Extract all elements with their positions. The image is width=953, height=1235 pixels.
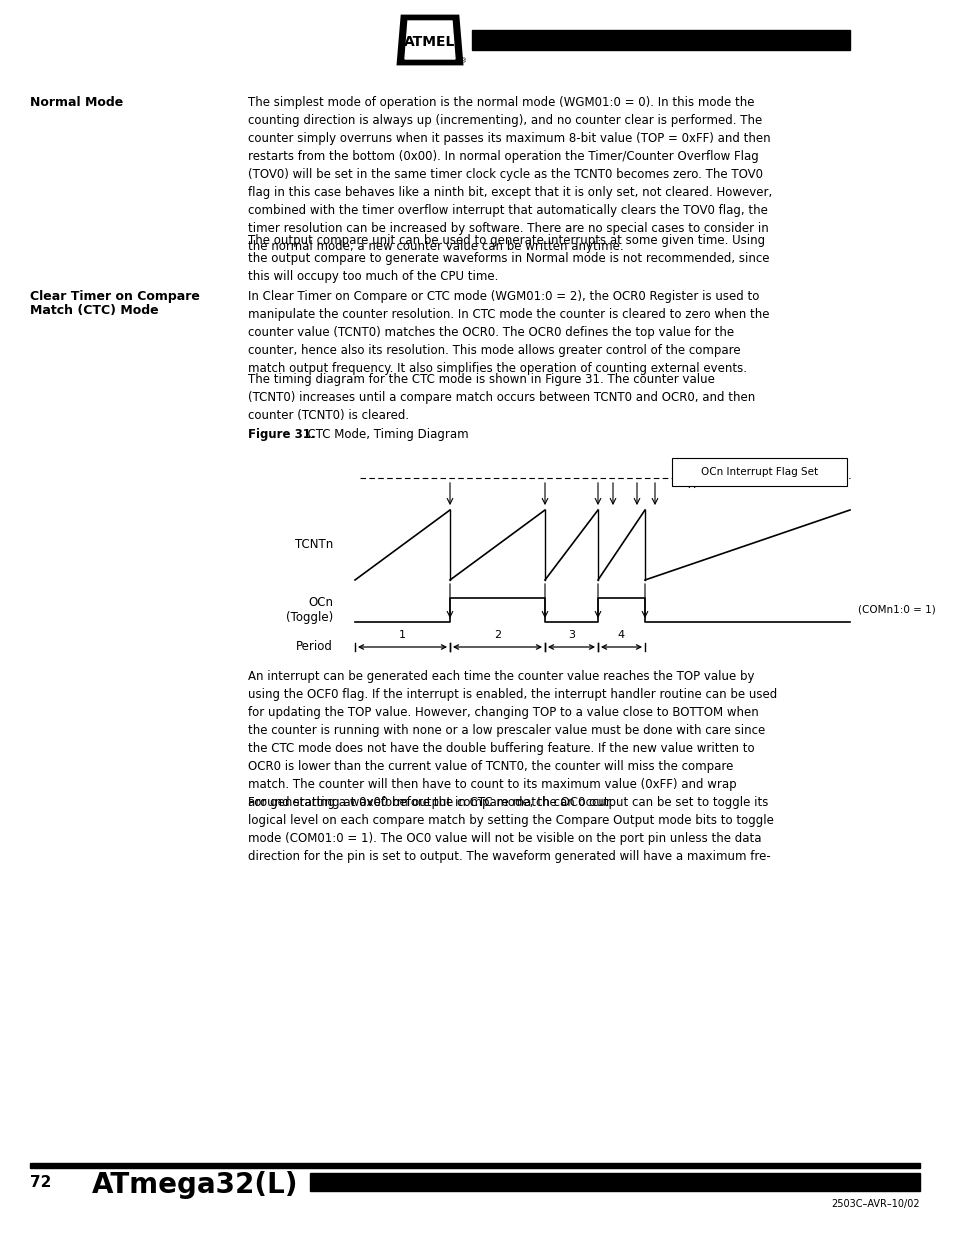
Text: Match (CTC) Mode: Match (CTC) Mode — [30, 304, 158, 317]
Text: ATmega32(L): ATmega32(L) — [91, 1171, 298, 1199]
Bar — [310, 1173, 919, 1191]
Text: 2503C–AVR–10/02: 2503C–AVR–10/02 — [830, 1199, 919, 1209]
Polygon shape — [397, 16, 461, 64]
Text: ATMEL: ATMEL — [404, 35, 456, 49]
Polygon shape — [405, 21, 455, 59]
Text: Normal Mode: Normal Mode — [30, 96, 123, 109]
Text: 72: 72 — [30, 1174, 51, 1191]
Text: TCNTn: TCNTn — [294, 538, 333, 552]
Text: The simplest mode of operation is the normal mode (WGM01:0 = 0). In this mode th: The simplest mode of operation is the no… — [248, 96, 771, 253]
Text: 3: 3 — [567, 630, 575, 640]
Text: 4: 4 — [618, 630, 624, 640]
Text: An interrupt can be generated each time the counter value reaches the TOP value : An interrupt can be generated each time … — [248, 671, 777, 809]
Text: Period: Period — [295, 641, 333, 653]
Text: (COMn1:0 = 1): (COMn1:0 = 1) — [857, 605, 935, 615]
Text: Clear Timer on Compare: Clear Timer on Compare — [30, 290, 200, 304]
Text: OCn Interrupt Flag Set: OCn Interrupt Flag Set — [700, 467, 818, 477]
Text: Figure 31.: Figure 31. — [248, 429, 315, 441]
Text: 1: 1 — [398, 630, 406, 640]
Text: In Clear Timer on Compare or CTC mode (WGM01:0 = 2), the OCR0 Register is used t: In Clear Timer on Compare or CTC mode (W… — [248, 290, 769, 375]
Bar — [472, 30, 849, 49]
Text: OCn
(Toggle): OCn (Toggle) — [286, 595, 333, 625]
Text: ®: ® — [459, 58, 467, 64]
Bar — [671, 458, 846, 487]
Text: CTC Mode, Timing Diagram: CTC Mode, Timing Diagram — [299, 429, 468, 441]
Bar — [30, 1163, 919, 1168]
Text: The timing diagram for the CTC mode is shown in Figure 31. The counter value
(TC: The timing diagram for the CTC mode is s… — [248, 373, 755, 422]
Text: For generating a waveform output in CTC mode, the OC0 output can be set to toggl: For generating a waveform output in CTC … — [248, 795, 773, 862]
Text: The output compare unit can be used to generate interrupts at some given time. U: The output compare unit can be used to g… — [248, 233, 769, 283]
Text: 2: 2 — [494, 630, 500, 640]
